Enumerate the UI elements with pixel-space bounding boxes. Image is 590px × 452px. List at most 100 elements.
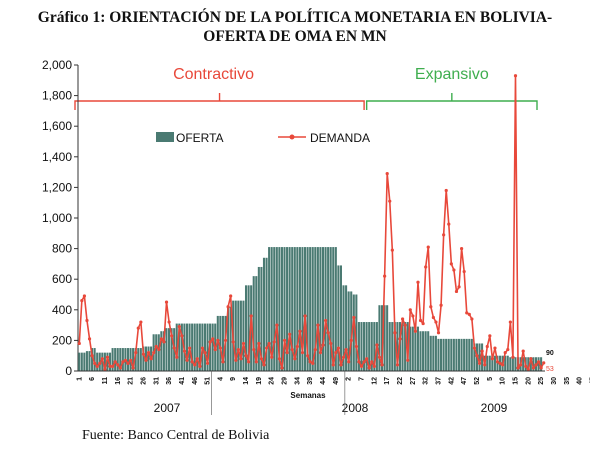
oferta-bar <box>460 338 463 371</box>
oferta-bar <box>114 348 117 371</box>
demanda-point <box>431 315 435 320</box>
demanda-series-line <box>78 74 545 371</box>
demanda-point <box>121 360 125 364</box>
oferta-bar <box>342 285 345 371</box>
oferta-bar <box>298 247 301 371</box>
y-tick-label: 2,000 <box>42 58 72 72</box>
oferta-bar <box>316 247 319 371</box>
oferta-bar <box>321 247 325 371</box>
demanda-point <box>231 340 235 344</box>
demanda-point <box>306 354 310 358</box>
demanda-point <box>100 357 104 361</box>
demanda-point <box>208 340 212 344</box>
oferta-bar <box>368 322 371 371</box>
demanda-point <box>218 346 223 350</box>
demanda-point <box>136 326 140 330</box>
x-tick-label: 47 <box>461 377 468 385</box>
oferta-bar <box>488 355 491 371</box>
x-tick-label: 11 <box>102 377 109 385</box>
oferta-bar <box>119 348 122 371</box>
oferta-bar <box>396 322 399 371</box>
oferta-bar <box>270 247 273 371</box>
demanda-point <box>395 363 400 367</box>
oferta-bar <box>529 357 532 371</box>
oferta-bar <box>352 294 355 371</box>
demanda-point <box>421 321 425 326</box>
demanda-line <box>77 74 546 372</box>
oferta-bar <box>137 348 140 371</box>
demanda-point <box>470 317 474 321</box>
oferta-bar <box>309 247 312 371</box>
legend-demanda-label: DEMANDA <box>310 131 370 145</box>
y-tick-label: 1,800 <box>42 89 72 103</box>
oferta-bar <box>306 247 309 371</box>
demanda-point <box>288 332 292 336</box>
chart-canvas: Contractivo Expansivo OFERTA DEMANDA 0200… <box>42 58 590 415</box>
legend-oferta-label: OFERTA <box>176 131 224 145</box>
oferta-bar <box>252 276 255 371</box>
oferta-bar <box>373 322 376 371</box>
oferta-bar <box>457 338 461 371</box>
demanda-point <box>198 364 202 369</box>
oferta-bar <box>273 247 276 371</box>
demanda-point <box>460 247 464 251</box>
demanda-point <box>452 268 456 272</box>
oferta-bar <box>383 305 386 371</box>
oferta-bar <box>324 247 327 371</box>
demanda-point <box>175 355 179 359</box>
oferta-bar <box>247 285 250 371</box>
x-tick-label: 24 <box>269 377 276 385</box>
oferta-bar <box>401 322 404 371</box>
demanda-point <box>488 334 492 338</box>
demanda-point <box>277 357 282 361</box>
demanda-point <box>254 360 258 364</box>
demanda-point <box>426 245 430 249</box>
y-tick-label: 400 <box>52 303 72 317</box>
demanda-point <box>503 351 507 355</box>
demanda-point <box>375 343 379 347</box>
demanda-point <box>195 357 199 361</box>
demanda-point <box>354 344 359 349</box>
oferta-bar <box>388 322 391 371</box>
demanda-point <box>321 343 325 347</box>
demanda-point <box>429 305 433 309</box>
demanda-point <box>205 361 210 365</box>
x-tick-label: 40 <box>577 377 584 385</box>
x-tick-label: 14 <box>243 377 250 385</box>
oferta-bar <box>229 306 232 371</box>
demanda-point <box>157 347 161 352</box>
regime-annotations: Contractivo Expansivo <box>74 66 538 110</box>
oferta-bar <box>540 357 543 371</box>
chart-title: Gráfico 1: ORIENTACIÓN DE LA POLÍTICA MO… <box>0 8 590 46</box>
demanda-point <box>241 341 246 346</box>
demanda-point <box>116 363 120 367</box>
demanda-point <box>436 331 441 335</box>
oferta-bar <box>424 331 427 371</box>
oferta-bar <box>219 315 222 371</box>
demanda-point <box>534 363 538 367</box>
oferta-bar <box>327 247 330 371</box>
oferta-bar <box>491 355 494 371</box>
oferta-bar <box>360 322 363 371</box>
oferta-bar <box>160 331 163 371</box>
x-tick-label: 25 <box>538 377 545 385</box>
demanda-point <box>139 320 143 324</box>
demanda-point <box>308 360 312 364</box>
demanda-point <box>87 337 92 341</box>
oferta-bar <box>291 247 294 371</box>
demanda-point <box>413 329 418 333</box>
demanda-point <box>377 355 382 359</box>
demanda-point <box>182 349 187 353</box>
demanda-point <box>390 248 394 252</box>
y-tick-label: 1,200 <box>42 180 72 194</box>
demanda-point <box>341 355 346 359</box>
demanda-point <box>123 358 128 362</box>
oferta-bar <box>257 266 260 371</box>
demanda-point <box>380 363 384 367</box>
oferta-bar <box>537 357 540 371</box>
demanda-point <box>472 346 477 350</box>
oferta-bar <box>380 305 384 371</box>
demanda-point <box>516 366 520 370</box>
oferta-bar <box>262 257 266 371</box>
x-tick-label: 27 <box>410 377 417 385</box>
